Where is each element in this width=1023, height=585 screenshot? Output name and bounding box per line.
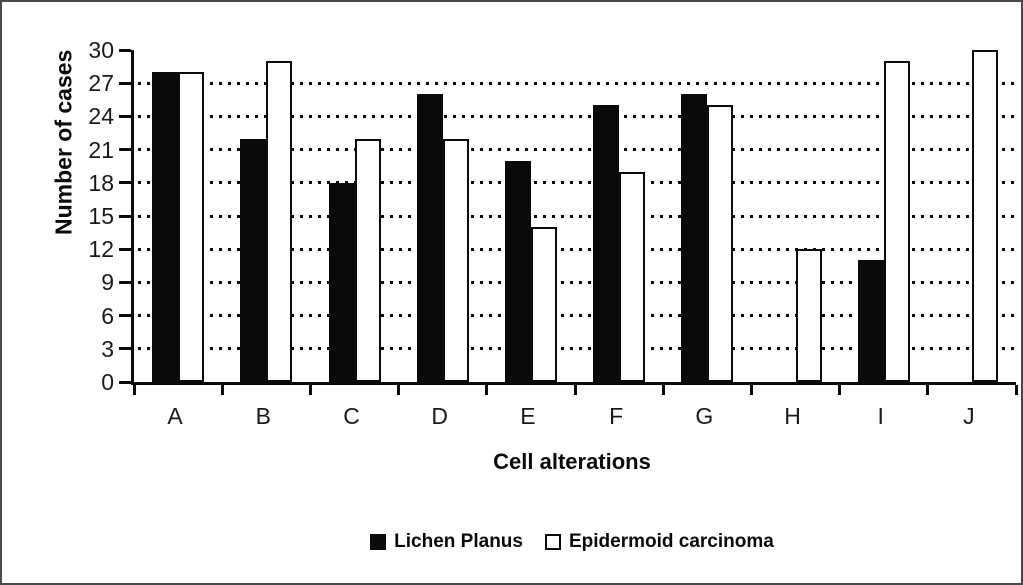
bar-lichen-planus-D [416,94,443,382]
gridline [138,81,1016,85]
x-tick [485,385,489,395]
y-tick [119,148,131,152]
x-axis-title: Cell alterations [493,449,651,474]
x-tick [397,385,401,395]
bar-lichen-planus-A [152,72,179,382]
gridline [138,347,1016,351]
y-tick [119,314,131,318]
y-tick [119,114,131,118]
x-tick [661,385,665,395]
x-tick [308,385,312,395]
x-tick [1014,385,1018,395]
gridline [138,247,1016,251]
category-label-A: A [167,403,183,429]
x-tick [573,385,577,395]
y-tick-label: 24 [88,103,114,130]
bar-epidermoid-carcinoma-H [795,249,822,382]
legend-label: Epidermoid carcinoma [568,531,774,552]
y-tick-label: 30 [88,37,114,63]
bar-epidermoid-carcinoma-F [619,172,646,382]
y-tick-label: 18 [88,169,114,196]
gridline [138,214,1016,218]
y-tick [119,48,131,52]
y-tick [119,181,131,185]
y-tick-label: 6 [101,302,114,329]
x-tick [749,385,753,395]
y-tick-label: 0 [101,369,114,395]
y-tick-label: 21 [88,136,114,163]
y-tick [119,380,131,384]
y-tick [119,347,131,351]
category-label-F: F [609,403,624,429]
legend-item-epidermoid-carcinoma: Epidermoid carcinoma [544,531,774,553]
category-label-J: J [963,403,975,429]
bar-epidermoid-carcinoma-J [971,50,998,382]
y-tick [119,214,131,218]
y-tick [119,280,131,284]
gridline [138,314,1016,318]
bar-lichen-planus-E [504,161,531,382]
category-label-D: D [431,403,448,429]
legend: Lichen Planus Epidermoid carcinoma [131,531,1013,553]
legend-label: Lichen Planus [394,531,523,552]
x-tick [926,385,930,395]
bar-lichen-planus-C [328,183,355,382]
outlined-square-icon [544,534,561,550]
bar-epidermoid-carcinoma-G [707,105,734,382]
bar-epidermoid-carcinoma-C [354,139,381,382]
category-label-C: C [343,403,360,429]
gridline [138,181,1016,185]
y-tick-label: 12 [88,236,114,263]
gridline [138,280,1016,284]
gridline [138,114,1016,118]
bar-lichen-planus-F [593,105,620,382]
bar-lichen-planus-G [681,94,708,382]
bar-epidermoid-carcinoma-A [178,72,205,382]
y-tick-label: 15 [88,203,114,229]
category-label-H: H [784,403,801,429]
plot-area: 0 3 6 9 12 15 18 21 24 27 30 [88,38,1018,395]
legend-item-lichen-planus: Lichen Planus [370,531,523,553]
bar-epidermoid-carcinoma-I [883,61,910,382]
bar-lichen-planus-B [240,139,267,382]
category-label-B: B [255,403,271,429]
category-label-E: E [520,403,536,429]
bar-lichen-planus-I [857,260,884,382]
y-tick [119,81,131,85]
x-tick [838,385,842,395]
x-tick [220,385,224,395]
y-tick-label: 9 [101,269,114,296]
x-axis-labels: A B C D E F G H I J [131,403,1013,429]
y-tick-label: 3 [101,335,114,362]
bar-epidermoid-carcinoma-B [266,61,293,382]
gridline [138,148,1016,152]
y-tick-label: 27 [88,70,114,97]
x-tick [132,385,136,395]
category-label-G: G [695,403,714,429]
bar-epidermoid-carcinoma-E [530,227,557,382]
bar-epidermoid-carcinoma-D [442,139,469,382]
solid-square-icon [370,534,387,550]
y-tick [119,247,131,251]
category-label-I: I [877,403,884,429]
